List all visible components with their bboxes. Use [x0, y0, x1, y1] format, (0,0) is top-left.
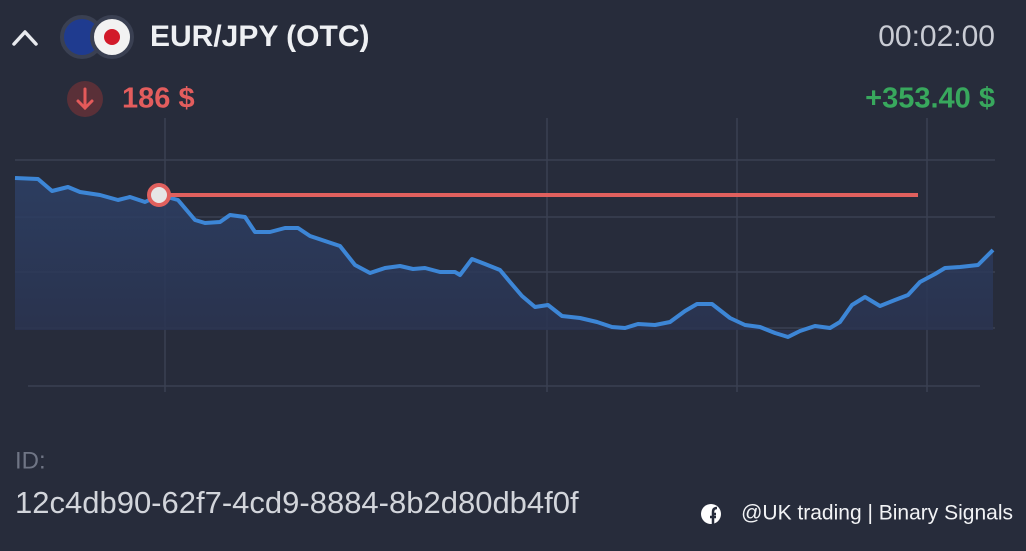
pair-flags — [60, 15, 134, 59]
trade-id: 12c4db90-62f7-4cd9-8884-8b2d80db4f0f — [15, 485, 579, 520]
price-area — [15, 178, 993, 337]
watermark: @UK trading | Binary Signals — [741, 502, 1013, 525]
id-label: ID: — [15, 447, 46, 474]
price-line — [14, 176, 995, 339]
trade-profit: +353.40 $ — [865, 83, 995, 115]
collapse-chevron[interactable] — [12, 30, 38, 46]
trade-amount: 186 $ — [122, 83, 195, 115]
entry-point — [147, 183, 171, 207]
pair-title: EUR/JPY (OTC) — [150, 20, 369, 53]
facebook-icon — [701, 504, 721, 524]
timer: 00:02:00 — [878, 20, 995, 53]
direction-icon — [67, 81, 103, 117]
